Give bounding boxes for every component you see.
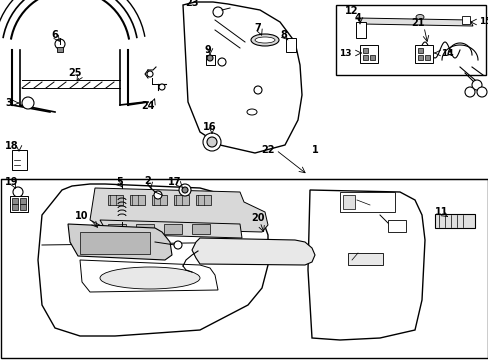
Bar — [417, 55, 422, 60]
Text: 19: 19 — [5, 177, 19, 187]
Bar — [152, 195, 167, 205]
Ellipse shape — [254, 37, 274, 43]
Bar — [424, 55, 429, 60]
Bar — [369, 55, 374, 60]
Ellipse shape — [246, 109, 257, 115]
Text: 23: 23 — [185, 0, 198, 8]
Circle shape — [253, 86, 262, 94]
Text: 20: 20 — [251, 213, 264, 223]
Bar — [108, 195, 123, 205]
Text: 25: 25 — [68, 68, 81, 78]
Ellipse shape — [250, 34, 279, 46]
Bar — [359, 45, 377, 63]
Circle shape — [476, 87, 486, 97]
Text: 16: 16 — [203, 122, 216, 132]
Text: 6: 6 — [52, 30, 58, 40]
Circle shape — [174, 241, 182, 249]
Text: 9: 9 — [204, 45, 211, 55]
Polygon shape — [357, 18, 472, 26]
Bar — [130, 195, 145, 205]
Polygon shape — [38, 184, 267, 336]
Circle shape — [206, 137, 217, 147]
Circle shape — [154, 191, 162, 199]
Bar — [57, 47, 63, 52]
Text: 24: 24 — [141, 101, 154, 111]
Text: 8: 8 — [280, 30, 287, 40]
Bar — [339, 192, 394, 212]
Bar — [108, 224, 126, 234]
Text: 13: 13 — [339, 49, 351, 58]
Circle shape — [179, 184, 191, 196]
Bar — [192, 224, 209, 234]
Circle shape — [55, 39, 65, 49]
Bar — [362, 55, 367, 60]
Text: 4: 4 — [354, 13, 361, 23]
Bar — [362, 48, 367, 53]
Ellipse shape — [415, 14, 423, 19]
Bar — [174, 195, 189, 205]
Circle shape — [213, 7, 223, 17]
Text: 7: 7 — [254, 23, 261, 33]
Bar — [417, 48, 422, 53]
Bar — [434, 214, 474, 228]
Bar — [461, 16, 469, 24]
Circle shape — [218, 58, 225, 66]
Text: 3: 3 — [5, 98, 12, 108]
Bar — [387, 220, 405, 232]
Polygon shape — [100, 220, 242, 238]
Bar — [10, 196, 28, 212]
Text: 11: 11 — [434, 207, 448, 217]
Bar — [196, 195, 210, 205]
Text: 1: 1 — [311, 145, 318, 155]
Circle shape — [206, 55, 213, 61]
Bar — [205, 55, 215, 65]
Polygon shape — [192, 238, 314, 265]
Bar — [12, 150, 27, 170]
Polygon shape — [307, 190, 424, 340]
Text: 17: 17 — [168, 177, 182, 187]
Circle shape — [464, 87, 474, 97]
Polygon shape — [90, 188, 267, 232]
Bar — [342, 195, 354, 209]
Bar — [20, 198, 26, 204]
Text: 10: 10 — [75, 211, 88, 221]
Text: 12: 12 — [345, 6, 358, 16]
Polygon shape — [68, 224, 172, 260]
Bar — [163, 224, 182, 234]
Text: 18: 18 — [5, 141, 19, 151]
Text: 15: 15 — [478, 18, 488, 27]
Text: 5: 5 — [116, 177, 123, 187]
Text: 2: 2 — [144, 176, 151, 186]
Bar — [80, 232, 150, 254]
Polygon shape — [183, 2, 302, 153]
Bar — [347, 253, 382, 265]
Circle shape — [147, 71, 153, 77]
Text: 21: 21 — [410, 18, 424, 28]
Text: 14: 14 — [440, 49, 453, 58]
Text: 22: 22 — [261, 145, 274, 155]
Bar — [414, 45, 432, 63]
Circle shape — [471, 80, 481, 90]
Circle shape — [182, 187, 187, 193]
Bar — [12, 198, 18, 204]
Bar — [1, 179, 487, 358]
Bar — [12, 204, 18, 210]
Bar — [285, 38, 295, 52]
Bar — [136, 224, 154, 234]
Ellipse shape — [100, 267, 200, 289]
Circle shape — [22, 97, 34, 109]
Bar — [20, 204, 26, 210]
Circle shape — [203, 133, 221, 151]
Bar — [355, 22, 365, 38]
Polygon shape — [80, 260, 218, 292]
Circle shape — [13, 187, 23, 197]
Bar — [335, 5, 485, 75]
Circle shape — [159, 84, 164, 90]
